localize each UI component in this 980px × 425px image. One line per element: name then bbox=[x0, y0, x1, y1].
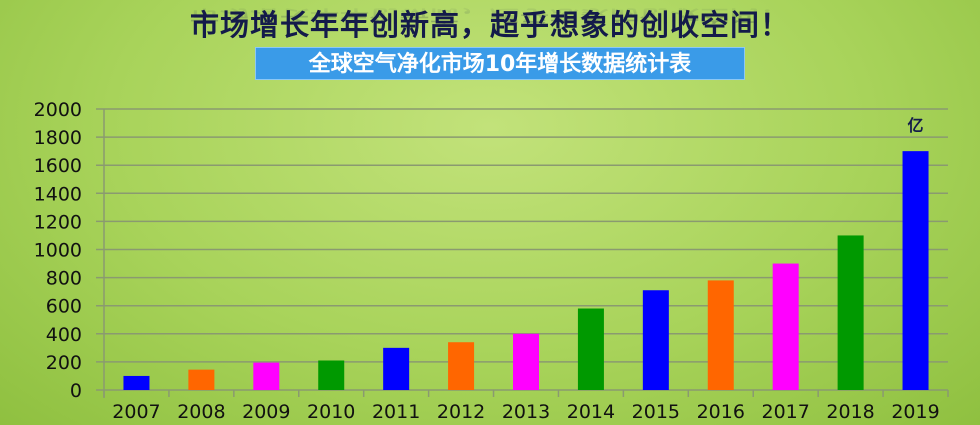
bar-2016 bbox=[707, 280, 734, 390]
y-tick-label: 1800 bbox=[34, 127, 82, 149]
x-tick-label: 2014 bbox=[567, 401, 615, 423]
x-tick-label: 2013 bbox=[502, 401, 550, 423]
y-tick-label: 1600 bbox=[34, 155, 82, 177]
bar-2008 bbox=[188, 369, 215, 390]
unit-label: 亿 bbox=[908, 116, 924, 135]
y-tick-label: 2000 bbox=[34, 99, 82, 121]
x-tick-label: 2019 bbox=[891, 401, 939, 423]
bar-2013 bbox=[513, 333, 539, 390]
x-tick-label: 2007 bbox=[112, 401, 160, 423]
x-tick-label: 2018 bbox=[826, 401, 874, 423]
bar-2015 bbox=[642, 290, 669, 390]
bar-2009 bbox=[253, 362, 280, 390]
bar-2018 bbox=[837, 235, 864, 390]
y-tick-label: 400 bbox=[46, 324, 82, 346]
y-tick-label: 600 bbox=[46, 296, 82, 318]
y-tick-label: 1200 bbox=[34, 211, 82, 233]
y-tick-label: 0 bbox=[70, 380, 82, 402]
x-tick-label: 2008 bbox=[177, 401, 225, 423]
x-tick-label: 2015 bbox=[632, 401, 680, 423]
x-tick-label: 2012 bbox=[437, 401, 485, 423]
x-tick-label: 2017 bbox=[762, 401, 810, 423]
x-tick-label: 2016 bbox=[697, 401, 745, 423]
headline: 市场增长年年创新高，超乎想象的创收空间！ bbox=[189, 8, 790, 42]
bar-2007 bbox=[123, 375, 150, 390]
y-tick-label: 200 bbox=[46, 352, 82, 374]
x-tick-label: 2011 bbox=[372, 401, 420, 423]
y-tick-label: 1000 bbox=[34, 240, 82, 262]
bar-2011 bbox=[383, 347, 410, 390]
bar-2012 bbox=[448, 342, 475, 390]
x-tick-label: 2009 bbox=[242, 401, 290, 423]
bar-2017 bbox=[772, 263, 799, 390]
x-tick-label: 2010 bbox=[307, 401, 355, 423]
bar-2014 bbox=[577, 308, 604, 390]
chart-title-banner: 全球空气净化市场10年增长数据统计表 bbox=[255, 47, 745, 80]
y-tick-label: 800 bbox=[46, 268, 82, 290]
bar-2010 bbox=[318, 360, 345, 390]
bar-2019 bbox=[902, 151, 929, 390]
y-tick-label: 1400 bbox=[34, 183, 82, 205]
